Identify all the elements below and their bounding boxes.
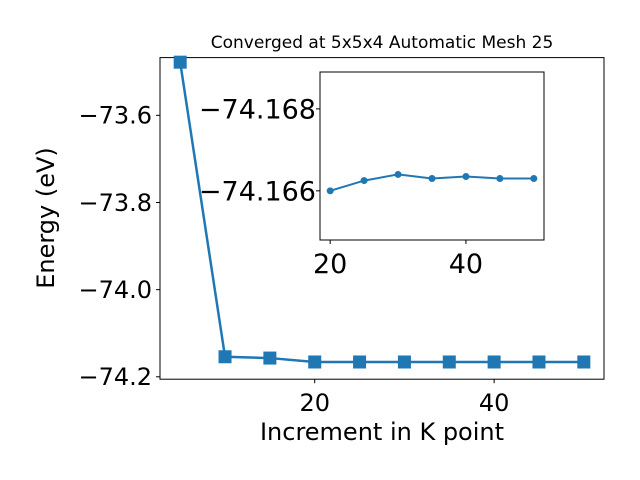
main-y-tick-label: −74.0 — [78, 276, 152, 304]
main-data-point — [577, 355, 591, 369]
inset-plot-frame — [319, 71, 545, 241]
main-data-point — [442, 355, 456, 369]
inset-data-point — [530, 175, 538, 183]
inset-axes: 20 40 −74.168 −74.166 — [199, 71, 545, 280]
main-y-tick-label: −73.6 — [78, 102, 152, 130]
main-axes: Converged at 5x5x4 Automatic Mesh 25 Inc… — [32, 33, 605, 446]
inset-data-point — [326, 187, 334, 195]
main-data-point — [218, 350, 232, 364]
main-data-point — [353, 355, 367, 369]
main-plot-frame — [159, 57, 605, 380]
main-chart-title: Converged at 5x5x4 Automatic Mesh 25 — [211, 33, 554, 53]
inset-y-tick-label: −74.168 — [199, 94, 316, 125]
inset-y-tick-label: −74.166 — [199, 176, 316, 207]
inset-x-tick-label: 20 — [313, 249, 347, 280]
main-data-point — [263, 351, 277, 365]
inset-data-point — [462, 172, 470, 180]
inset-data-point — [360, 177, 368, 185]
main-x-axis-label: Increment in K point — [260, 418, 504, 446]
main-data-point — [173, 55, 187, 69]
main-data-point — [487, 355, 501, 369]
inset-data-point — [394, 170, 402, 178]
main-series-line — [178, 61, 584, 364]
main-data-point — [397, 355, 411, 369]
inset-data-point — [428, 175, 436, 183]
main-x-tick-label: 40 — [479, 389, 510, 417]
inset-data-point — [496, 175, 504, 183]
main-x-tick-label: 20 — [299, 389, 330, 417]
main-y-tick-label: −74.2 — [78, 363, 152, 391]
inset-x-tick-label: 40 — [449, 249, 483, 280]
main-y-tick-label: −73.8 — [78, 189, 152, 217]
main-y-axis-label: Energy (eV) — [32, 147, 60, 289]
main-data-point — [308, 355, 322, 369]
main-data-point — [532, 355, 546, 369]
